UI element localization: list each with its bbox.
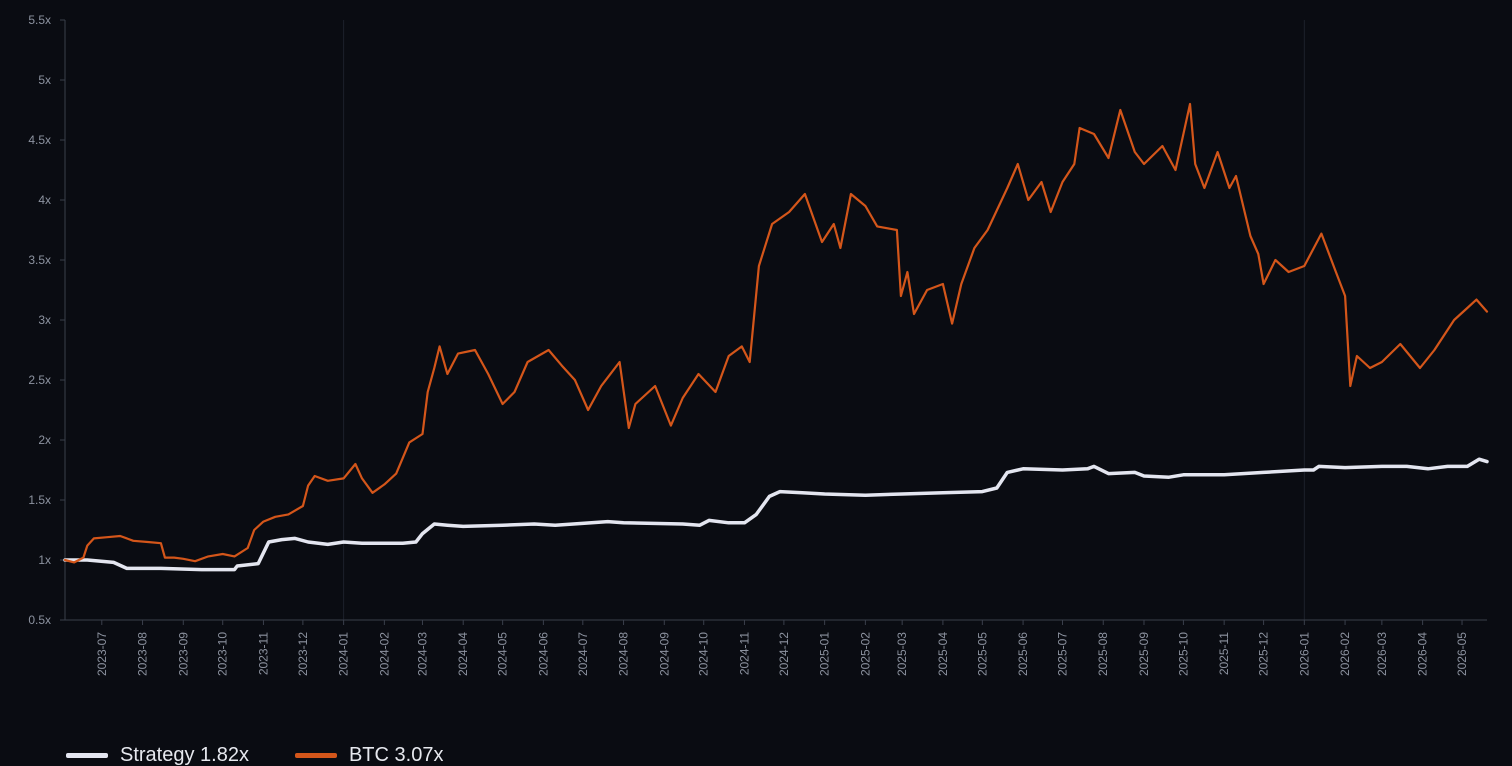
x-tick-label: 2024-08 bbox=[617, 632, 631, 676]
x-tick-label: 2025-10 bbox=[1176, 632, 1190, 676]
x-tick-label: 2024-09 bbox=[657, 632, 671, 676]
y-tick-label: 1x bbox=[38, 553, 51, 567]
legend: Strategy 1.82x BTC 3.07x bbox=[66, 744, 443, 766]
x-tick-label: 2023-09 bbox=[176, 632, 190, 676]
x-tick-label: 2024-05 bbox=[496, 632, 510, 676]
x-tick-label: 2024-04 bbox=[456, 632, 470, 676]
x-tick-label: 2026-02 bbox=[1338, 632, 1352, 676]
legend-item-btc[interactable]: BTC 3.07x bbox=[294, 744, 444, 766]
x-tick-label: 2026-01 bbox=[1297, 632, 1311, 676]
y-tick-label: 3.5x bbox=[28, 253, 51, 267]
y-tick-label: 1.5x bbox=[28, 493, 51, 507]
x-tick-label: 2025-11 bbox=[1217, 632, 1231, 675]
x-axis-ticks: 2023-07 2023-08 2023-09 2023-10 2023-11 2023-… bbox=[95, 620, 1469, 676]
legend-label-btc: BTC 3.07x bbox=[348, 744, 444, 766]
x-tick-label: 2025-01 bbox=[818, 632, 832, 676]
legend-item-strategy[interactable]: Strategy 1.82x bbox=[66, 744, 249, 766]
x-tick-label: 2023-12 bbox=[296, 632, 310, 676]
y-tick-label: 2x bbox=[38, 433, 51, 447]
x-tick-label: 2024-06 bbox=[536, 632, 550, 676]
axes bbox=[64, 20, 1487, 621]
x-tick-label: 2024-12 bbox=[777, 632, 791, 676]
y-tick-label: 2.5x bbox=[28, 373, 51, 387]
x-tick-label: 2024-07 bbox=[576, 632, 590, 676]
x-tick-label: 2025-12 bbox=[1257, 632, 1271, 676]
y-axis-ticks: 0.5x 1x 1.5x 2x 2.5x 3x 3.5x 4x 4.5x 5x 5.5x bbox=[28, 13, 65, 627]
x-tick-label: 2024-10 bbox=[697, 632, 711, 676]
x-tick-label: 2025-02 bbox=[858, 632, 872, 676]
chart-svg: 0.5x 1x 1.5x 2x 2.5x 3x 3.5x 4x 4.5x 5x 5.5x 2023-… bbox=[28, 13, 1489, 676]
series-line-btc bbox=[63, 102, 1489, 564]
y-tick-label: 4x bbox=[38, 193, 51, 207]
x-tick-label: 2023-10 bbox=[216, 632, 230, 676]
x-tick-label: 2024-02 bbox=[377, 632, 391, 676]
x-tick-label: 2026-05 bbox=[1455, 632, 1469, 676]
x-tick-label: 2025-07 bbox=[1056, 632, 1070, 676]
x-tick-label: 2024-11 bbox=[737, 632, 751, 675]
y-tick-label: 4.5x bbox=[28, 133, 51, 147]
y-tick-label: 0.5x bbox=[28, 613, 51, 627]
x-tick-label: 2025-04 bbox=[936, 632, 950, 676]
x-tick-label: 2025-06 bbox=[1016, 632, 1030, 676]
y-tick-label: 3x bbox=[38, 313, 51, 327]
series-lines bbox=[63, 102, 1489, 572]
x-tick-label: 2025-03 bbox=[895, 632, 909, 676]
x-tick-label: 2025-09 bbox=[1137, 632, 1151, 676]
x-tick-label: 2025-08 bbox=[1096, 632, 1110, 676]
x-tick-label: 2024-01 bbox=[337, 632, 351, 676]
series-line-strategy bbox=[63, 457, 1489, 572]
x-tick-label: 2023-07 bbox=[95, 632, 109, 676]
x-tick-label: 2023-08 bbox=[136, 632, 150, 676]
x-tick-label: 2026-04 bbox=[1416, 632, 1430, 676]
legend-label-strategy: Strategy 1.82x bbox=[120, 744, 249, 766]
y-tick-label: 5x bbox=[38, 73, 51, 87]
x-tick-label: 2024-03 bbox=[415, 632, 429, 676]
x-tick-label: 2025-05 bbox=[975, 632, 989, 676]
x-tick-label: 2026-03 bbox=[1375, 632, 1389, 676]
grid-lines bbox=[343, 20, 1305, 620]
legend-swatch-strategy bbox=[66, 752, 108, 758]
y-tick-label: 5.5x bbox=[28, 13, 51, 27]
legend-swatch-btc bbox=[294, 752, 337, 758]
x-tick-label: 2023-11 bbox=[256, 632, 270, 675]
